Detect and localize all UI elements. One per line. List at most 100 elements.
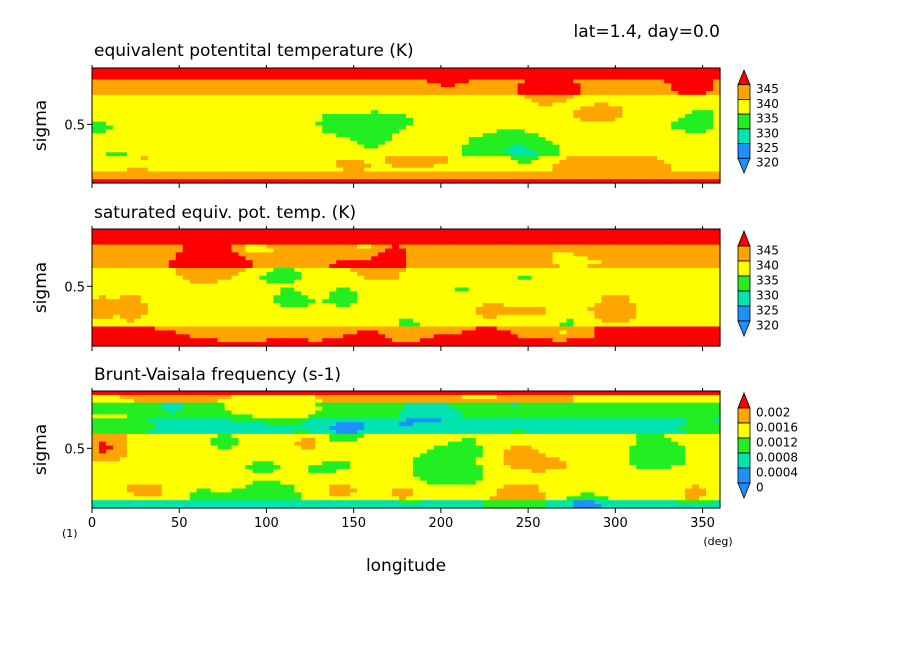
heatmap-cell bbox=[113, 156, 121, 160]
heatmap-cell bbox=[252, 141, 260, 145]
heatmap-cell bbox=[308, 175, 316, 179]
heatmap-cell bbox=[455, 172, 463, 176]
heatmap-cell bbox=[308, 245, 316, 250]
heatmap-cell bbox=[664, 291, 672, 296]
heatmap-cell bbox=[594, 129, 602, 133]
heatmap-cell bbox=[92, 68, 100, 72]
heatmap-cell bbox=[280, 122, 288, 126]
heatmap-cell bbox=[364, 229, 372, 234]
heatmap-cell bbox=[657, 252, 665, 257]
heatmap-cell bbox=[580, 106, 588, 110]
heatmap-cell bbox=[134, 152, 142, 156]
heatmap-cell bbox=[587, 83, 595, 87]
heatmap-cell bbox=[643, 99, 651, 103]
heatmap-cell bbox=[476, 160, 484, 164]
heatmap-cell bbox=[518, 260, 526, 265]
heatmap-cell bbox=[127, 141, 135, 145]
heatmap-cell bbox=[699, 137, 707, 141]
heatmap-cell bbox=[246, 83, 254, 87]
heatmap-cell bbox=[629, 68, 637, 72]
heatmap-cell bbox=[643, 284, 651, 289]
heatmap-cell bbox=[406, 264, 414, 269]
heatmap-cell bbox=[594, 106, 602, 110]
heatmap-cell bbox=[329, 245, 337, 250]
heatmap-cell bbox=[364, 276, 372, 281]
heatmap-cell bbox=[594, 168, 602, 172]
heatmap-cell bbox=[560, 315, 568, 320]
heatmap-cell bbox=[566, 83, 574, 87]
heatmap-cell bbox=[357, 149, 365, 153]
heatmap-cell bbox=[280, 307, 288, 312]
heatmap-cell bbox=[566, 164, 574, 168]
heatmap-cell bbox=[162, 80, 170, 84]
heatmap-cell bbox=[594, 323, 602, 328]
heatmap-cell bbox=[148, 315, 156, 320]
heatmap-cell bbox=[280, 87, 288, 91]
heatmap-cell bbox=[657, 76, 665, 80]
heatmap-cell bbox=[580, 110, 588, 114]
heatmap-cell bbox=[134, 133, 142, 137]
heatmap-cell bbox=[378, 319, 386, 324]
heatmap-cell bbox=[371, 137, 379, 141]
heatmap-cell bbox=[685, 126, 693, 130]
heatmap-cell bbox=[594, 268, 602, 273]
heatmap-cell bbox=[141, 149, 149, 153]
heatmap-cell bbox=[246, 137, 254, 141]
heatmap-cell bbox=[246, 284, 254, 289]
heatmap-cell bbox=[518, 295, 526, 300]
heatmap-cell bbox=[587, 114, 595, 118]
heatmap-cell bbox=[448, 103, 456, 107]
heatmap-cell bbox=[420, 122, 428, 126]
heatmap-cell bbox=[350, 229, 358, 234]
heatmap-cell bbox=[350, 114, 358, 118]
heatmap-cell bbox=[664, 311, 672, 316]
panel-1: equivalent potentital temperature (K)0.5… bbox=[31, 41, 779, 188]
heatmap-cell bbox=[587, 172, 595, 176]
heatmap-cell bbox=[197, 122, 205, 126]
heatmap-cell bbox=[378, 137, 386, 141]
heatmap-cell bbox=[685, 106, 693, 110]
heatmap-cell bbox=[532, 276, 540, 281]
heatmap-cell bbox=[601, 152, 609, 156]
heatmap-cell bbox=[218, 268, 226, 273]
heatmap-cell bbox=[469, 249, 477, 254]
heatmap-cell bbox=[671, 106, 679, 110]
heatmap-cell bbox=[364, 129, 372, 133]
heatmap-cell bbox=[106, 241, 114, 246]
heatmap-cell bbox=[413, 256, 421, 261]
heatmap-cell bbox=[280, 175, 288, 179]
heatmap-cell bbox=[246, 156, 254, 160]
heatmap-cell bbox=[615, 137, 623, 141]
heatmap-cell bbox=[259, 295, 267, 300]
heatmap-cell bbox=[706, 149, 714, 153]
heatmap-cell bbox=[699, 80, 707, 84]
heatmap-cell bbox=[371, 172, 379, 176]
heatmap-cell bbox=[560, 145, 568, 149]
heatmap-cell bbox=[162, 99, 170, 103]
heatmap-cell bbox=[434, 83, 442, 87]
heatmap-cell bbox=[211, 83, 219, 87]
heatmap-cell bbox=[678, 315, 686, 320]
heatmap-cell bbox=[218, 307, 226, 312]
heatmap-cell bbox=[197, 303, 205, 308]
heatmap-cell bbox=[106, 229, 114, 234]
heatmap-cell bbox=[441, 307, 449, 312]
heatmap-cell bbox=[587, 233, 595, 238]
heatmap-cell bbox=[420, 103, 428, 107]
heatmap-cell bbox=[141, 72, 149, 76]
heatmap-cell bbox=[413, 303, 421, 308]
heatmap-cell bbox=[504, 122, 512, 126]
heatmap-cell bbox=[315, 106, 323, 110]
heatmap-cell bbox=[336, 106, 344, 110]
heatmap-cell bbox=[127, 95, 135, 99]
heatmap-cell bbox=[364, 149, 372, 153]
heatmap-cell bbox=[434, 99, 442, 103]
heatmap-cell bbox=[239, 299, 247, 304]
heatmap-cell bbox=[127, 175, 135, 179]
heatmap-cell bbox=[357, 276, 365, 281]
heatmap-cell bbox=[685, 114, 693, 118]
heatmap-cell bbox=[218, 175, 226, 179]
heatmap-cell bbox=[225, 245, 233, 250]
heatmap-cell bbox=[622, 229, 630, 234]
heatmap-cell bbox=[476, 72, 484, 76]
